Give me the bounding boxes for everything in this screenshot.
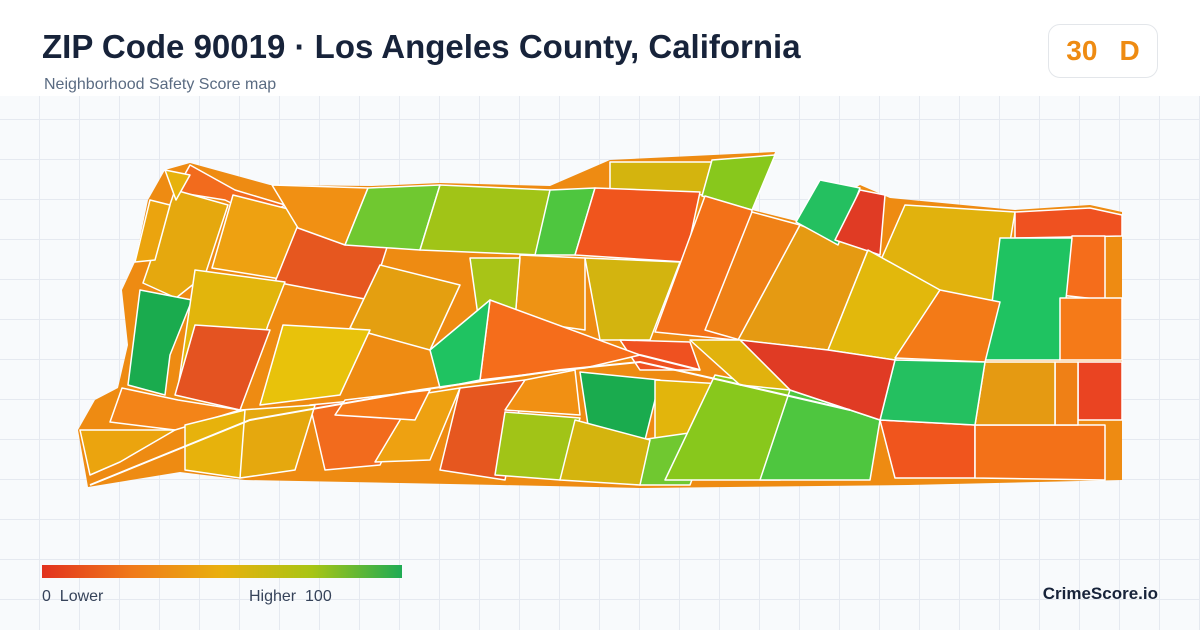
map-tract[interactable] bbox=[879, 419, 976, 479]
safety-grade: D bbox=[1119, 35, 1140, 66]
safety-score-badge: 30 D bbox=[1048, 24, 1158, 78]
brand-logo-text: CrimeScore.io bbox=[1042, 584, 1158, 603]
map-tract[interactable] bbox=[142, 189, 229, 299]
map-tract[interactable] bbox=[1059, 297, 1123, 361]
legend-low-label: 0 Lower bbox=[42, 588, 104, 605]
map-tract[interactable] bbox=[127, 289, 193, 396]
page-subtitle: Neighborhood Safety Score map bbox=[44, 76, 277, 93]
map-tract[interactable] bbox=[79, 429, 176, 476]
map-tract[interactable] bbox=[974, 424, 1106, 481]
map-tract[interactable] bbox=[689, 339, 791, 391]
map-tract[interactable] bbox=[134, 199, 171, 263]
map-tract[interactable] bbox=[834, 189, 886, 256]
page-title: ZIP Code 90019 · Los Angeles County, Cal… bbox=[42, 28, 801, 65]
map-road-line bbox=[89, 360, 851, 486]
map-tract[interactable] bbox=[574, 187, 701, 263]
header-band bbox=[0, 0, 1200, 96]
map-road-line bbox=[639, 354, 701, 371]
map-tract[interactable] bbox=[504, 369, 581, 416]
map-tract[interactable] bbox=[974, 361, 1056, 426]
map-tract[interactable] bbox=[374, 387, 461, 463]
map-tract[interactable] bbox=[184, 409, 246, 479]
map-tract[interactable] bbox=[879, 359, 986, 426]
safety-score-value: 30 bbox=[1066, 35, 1098, 66]
legend-color-scale bbox=[42, 565, 402, 578]
map-tract[interactable] bbox=[984, 237, 1073, 361]
map-tract[interactable] bbox=[419, 184, 551, 256]
map-tract[interactable] bbox=[559, 419, 651, 486]
map-tract[interactable] bbox=[1014, 207, 1123, 239]
map-tract[interactable] bbox=[429, 299, 491, 389]
map-tract[interactable] bbox=[164, 169, 191, 201]
legend-high-label: Higher 100 bbox=[249, 588, 332, 605]
map-tract[interactable] bbox=[1077, 361, 1123, 421]
map-tract[interactable] bbox=[584, 257, 681, 341]
map-tract[interactable] bbox=[1054, 361, 1079, 426]
zip-code-map[interactable] bbox=[0, 140, 1200, 500]
map-tract[interactable] bbox=[259, 324, 371, 406]
